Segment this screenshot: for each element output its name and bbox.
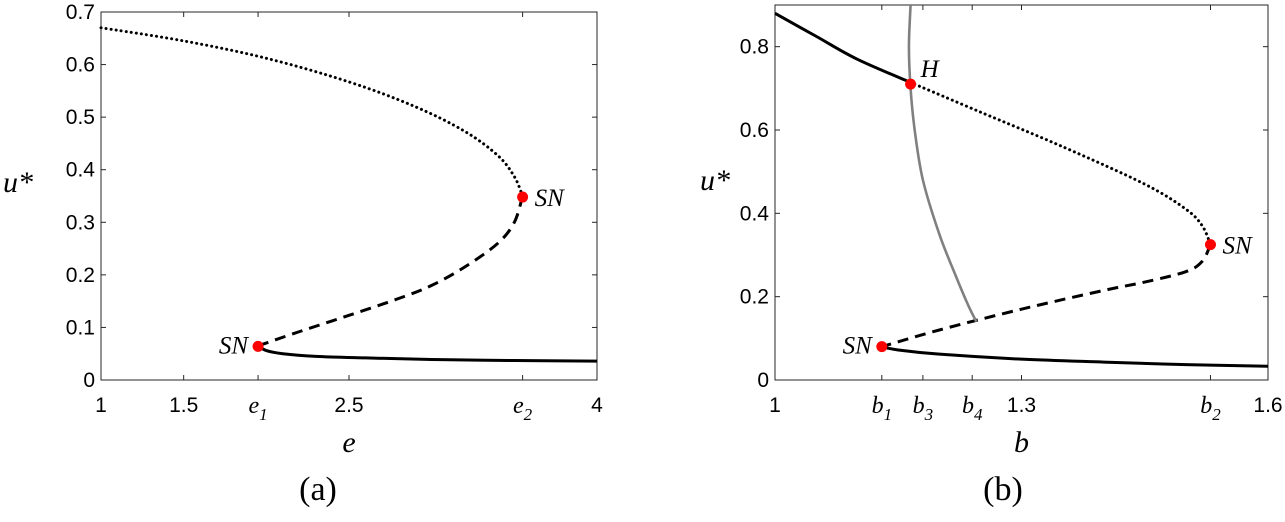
- bifurcation-point-sn: [1204, 239, 1216, 251]
- point-label: SN: [535, 185, 566, 212]
- point-label: SN: [219, 332, 250, 359]
- x-tick-label: e1: [248, 393, 267, 424]
- series-line-dashed: [881, 243, 1212, 349]
- point-label: SN: [843, 333, 874, 360]
- x-tick-label: 4: [591, 394, 603, 417]
- x-tick-label: 2.5: [334, 394, 363, 417]
- x-tick-label: 1.5: [169, 394, 198, 417]
- panel-caption: (a): [299, 471, 337, 508]
- x-tick-label: b2: [1200, 393, 1221, 424]
- panel-b-bifurcation-diagram: 1 b1 b3 b4 1.3 b2 1.6 0 0.2 0.4 0.6 0.8 H SN SN b u* (b): [700, 4, 1283, 508]
- series-line-dotted: [913, 82, 1212, 247]
- y-tick-label: 0: [83, 369, 95, 392]
- panel-a-bifurcation-diagram: 1 1.5 e1 2.5 e2 4 0 0.1 0.2 0.3 0.4 0.5 0.6 0.7 SN SN e u…: [3, 1, 603, 508]
- bifurcation-point-sn: [252, 340, 264, 352]
- y-tick-label: 0.3: [66, 211, 95, 234]
- y-tick-label: 0.2: [740, 286, 769, 309]
- x-tick-label: 1.6: [1253, 394, 1282, 417]
- x-axis-label: e: [342, 426, 355, 459]
- x-tick-label: e2: [513, 393, 533, 424]
- y-tick-label: 0: [757, 369, 769, 392]
- x-tick-label: 1: [95, 394, 107, 417]
- x-tick-label: 1: [769, 394, 781, 417]
- series-line-solid: [881, 345, 1269, 368]
- series-line-solid: [907, 4, 978, 323]
- y-tick-label: 0.8: [740, 36, 769, 59]
- series-line-dashed: [257, 195, 525, 348]
- y-tick-label: 0.4: [66, 159, 96, 182]
- bifurcation-point-sn: [876, 341, 888, 353]
- point-label: H: [920, 56, 941, 83]
- x-tick-label: b4: [962, 393, 983, 424]
- panel-caption: (b): [983, 471, 1023, 508]
- y-tick-label: 0.1: [66, 316, 95, 339]
- y-tick-label: 0.5: [66, 106, 95, 129]
- y-tick-label: 0.4: [740, 202, 770, 225]
- x-tick-label: b3: [913, 393, 934, 424]
- bifurcation-point-h: [905, 78, 917, 90]
- y-tick-label: 0.7: [66, 1, 95, 24]
- x-tick-label: b1: [872, 393, 893, 424]
- point-label: SN: [1222, 233, 1253, 260]
- y-tick-label: 0.6: [740, 119, 769, 142]
- y-axis-label: u*: [3, 166, 33, 199]
- y-tick-label: 0.6: [66, 54, 95, 77]
- y-axis-label: u*: [700, 164, 730, 197]
- y-tick-label: 0.2: [66, 264, 95, 287]
- series-line-solid: [257, 344, 598, 363]
- plot-frame: [774, 4, 1269, 381]
- series-line-dotted: [99, 26, 525, 198]
- series-line-solid: [774, 12, 916, 86]
- bifurcation-point-sn: [517, 191, 529, 203]
- x-tick-label: 1.3: [1007, 394, 1036, 417]
- x-axis-label: b: [1014, 426, 1029, 459]
